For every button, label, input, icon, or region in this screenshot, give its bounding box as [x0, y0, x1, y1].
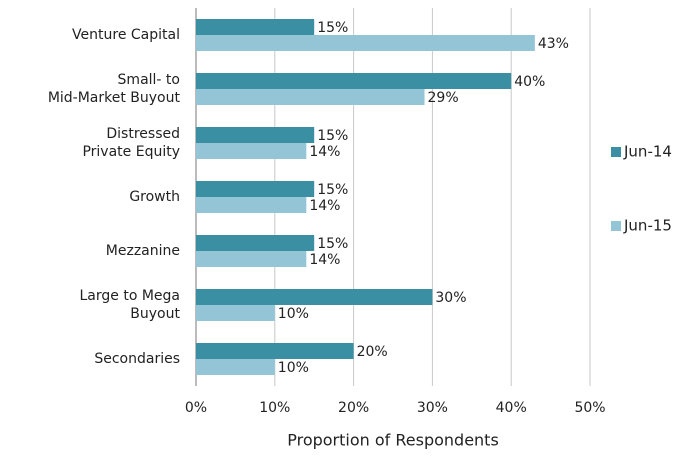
- y-tick-label: Small- to Mid-Market Buyout: [48, 72, 181, 106]
- x-tick-label: 30%: [417, 400, 448, 416]
- bar: [196, 19, 315, 35]
- bar: [196, 143, 307, 159]
- y-tick-label: Mezzanine: [106, 243, 180, 259]
- bar: [196, 73, 512, 89]
- bar: [196, 197, 307, 213]
- y-tick-label: Growth: [129, 189, 180, 205]
- data-label: 30%: [435, 290, 466, 306]
- y-tick-label-line: Distressed: [106, 126, 180, 142]
- y-tick-label-line: Venture Capital: [72, 27, 180, 43]
- data-label: 14%: [309, 198, 340, 214]
- x-tick-label: 40%: [496, 400, 527, 416]
- bar: [196, 305, 275, 321]
- bar: [196, 289, 433, 305]
- data-label: 29%: [428, 90, 459, 106]
- x-axis-title: Proportion of Respondents: [287, 431, 499, 450]
- bar: [196, 343, 354, 359]
- y-tick-label: Secondaries: [94, 351, 180, 367]
- x-tick-label: 20%: [338, 400, 369, 416]
- y-tick-label-line: Buyout: [130, 306, 180, 322]
- bar: [196, 181, 315, 197]
- data-label: 15%: [317, 182, 348, 198]
- legend-swatch: [611, 147, 621, 157]
- legend-label: Jun-14: [623, 143, 672, 161]
- data-label: 15%: [317, 236, 348, 252]
- y-tick-label-line: Secondaries: [94, 351, 180, 367]
- y-tick-label: Venture Capital: [72, 27, 180, 43]
- data-label: 14%: [309, 144, 340, 160]
- y-tick-label-line: Private Equity: [82, 144, 180, 160]
- data-label: 14%: [309, 252, 340, 268]
- data-label: 10%: [278, 306, 309, 322]
- bar: [196, 359, 275, 375]
- y-tick-label-line: Growth: [129, 189, 180, 205]
- bar: [196, 35, 535, 51]
- bar: [196, 235, 315, 251]
- y-tick-label: Large to Mega Buyout: [79, 288, 180, 322]
- legend-label: Jun-15: [623, 217, 672, 235]
- x-tick-label: 50%: [574, 400, 605, 416]
- data-label: 15%: [317, 128, 348, 144]
- y-tick-label-line: Mid-Market Buyout: [48, 90, 181, 106]
- y-tick-label-line: Mezzanine: [106, 243, 180, 259]
- bar: [196, 251, 307, 267]
- legend-swatch: [611, 221, 621, 231]
- data-label: 20%: [357, 344, 388, 360]
- data-label: 15%: [317, 20, 348, 36]
- data-label: 40%: [514, 74, 545, 90]
- y-tick-label: Distressed Private Equity: [82, 126, 180, 160]
- bar: [196, 89, 425, 105]
- x-tick-label: 10%: [259, 400, 290, 416]
- bar: [196, 127, 315, 143]
- data-label: 43%: [538, 36, 569, 52]
- y-tick-label-line: Large to Mega: [79, 288, 180, 304]
- data-label: 10%: [278, 360, 309, 376]
- y-tick-label-line: Small- to: [118, 72, 180, 88]
- x-tick-label: 0%: [185, 400, 207, 416]
